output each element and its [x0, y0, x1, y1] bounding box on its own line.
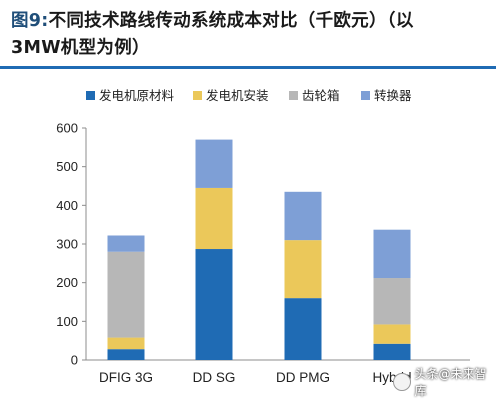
- watermark-text: 头条@未来智库: [414, 367, 487, 398]
- bar-1-segment-3: [107, 251, 145, 338]
- x-tick-label-1: DFIG 3G: [99, 370, 153, 385]
- bar-3-segment-2: [284, 240, 322, 299]
- y-tick-label-600: 600: [56, 121, 78, 136]
- y-tick-label-100: 100: [56, 314, 78, 329]
- bar-4-segment-1: [373, 343, 411, 360]
- legend-label-3: 齿轮箱: [302, 88, 340, 103]
- bar-4-segment-4: [373, 229, 411, 279]
- y-tick-label-500: 500: [56, 159, 78, 174]
- title-divider: [0, 66, 496, 69]
- bar-1-segment-4: [107, 235, 145, 252]
- bar-4-segment-2: [373, 324, 411, 344]
- watermark: 头条@未来智库: [393, 367, 496, 398]
- y-tick-label-0: 0: [71, 353, 78, 368]
- legend-swatch-2: [193, 91, 202, 100]
- x-tick-label-3: DD PMG: [276, 370, 330, 385]
- bar-1-segment-1: [107, 349, 145, 360]
- legend-label-4: 转换器: [374, 88, 412, 103]
- legend-label-2: 发电机安装: [206, 88, 269, 103]
- legend-label-1: 发电机原材料: [99, 88, 175, 103]
- legend-swatch-3: [289, 91, 298, 100]
- title-text-1: 不同技术路线传动系统成本对比（千欧元）（以: [48, 11, 414, 31]
- figure-title: 图9:不同技术路线传动系统成本对比（千欧元）（以 3MW机型为例）: [0, 0, 496, 62]
- y-tick-label-300: 300: [56, 237, 78, 252]
- legend-swatch-4: [361, 91, 370, 100]
- title-line-2: 3MW机型为例）: [11, 34, 150, 59]
- x-tick-label-2: DD SG: [193, 370, 236, 385]
- title-line-1: 图9:不同技术路线传动系统成本对比（千欧元）（以: [11, 7, 414, 32]
- bar-3-segment-4: [284, 191, 322, 241]
- bar-2-segment-1: [195, 249, 233, 360]
- bar-4-segment-3: [373, 278, 411, 325]
- bar-3-segment-1: [284, 298, 322, 360]
- bar-2-segment-4: [195, 139, 233, 188]
- legend-swatch-1: [86, 91, 95, 100]
- y-tick-label-400: 400: [56, 198, 78, 213]
- figure-number: 图9:: [11, 11, 49, 31]
- bar-1-segment-2: [107, 337, 145, 350]
- title-text-2: 3MW机型为例）: [11, 38, 150, 58]
- watermark-logo-icon: [393, 373, 411, 391]
- y-tick-label-200: 200: [56, 275, 78, 290]
- bar-2-segment-2: [195, 187, 233, 250]
